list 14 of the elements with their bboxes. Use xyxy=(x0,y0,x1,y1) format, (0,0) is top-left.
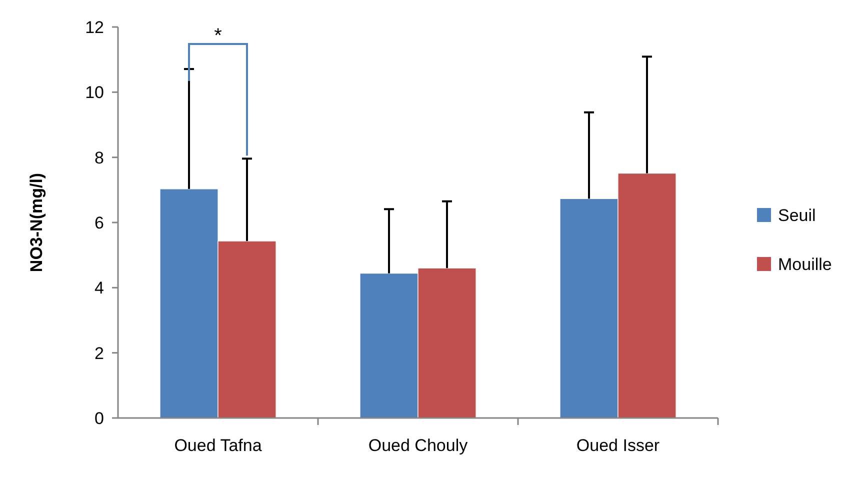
x-tick-label: Oued Chouly xyxy=(368,436,468,455)
y-tick-label: 10 xyxy=(85,83,104,102)
legend-label: Mouille xyxy=(778,254,832,274)
x-tick-label: Oued Tafna xyxy=(174,436,262,455)
y-tick-label: 0 xyxy=(94,408,104,428)
y-axis-title: NO3-N(mg/l) xyxy=(27,172,46,272)
y-tick-label: 4 xyxy=(94,278,104,298)
legend-label: Seuil xyxy=(778,206,816,225)
annotation: * xyxy=(214,25,222,48)
y-tick-label: 12 xyxy=(85,18,104,37)
y-tick-label: 8 xyxy=(94,148,104,168)
y-tick-label: 6 xyxy=(94,213,104,232)
x-tick-label: Oued Isser xyxy=(576,436,660,455)
y-tick-label: 2 xyxy=(94,344,104,363)
